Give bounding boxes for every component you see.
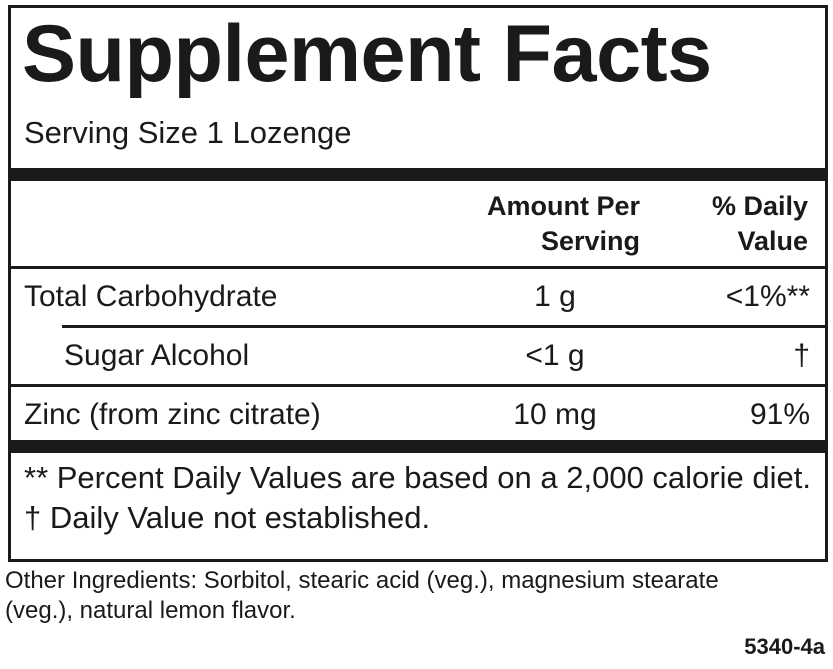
nutrient-name: Total Carbohydrate — [24, 280, 278, 313]
rule — [8, 266, 828, 269]
other-ingredients: Other Ingredients: Sorbitol, stearic aci… — [5, 567, 719, 624]
column-header: % Daily Value — [711, 191, 808, 256]
nutrient-name: Zinc (from zinc citrate) — [24, 398, 321, 431]
serving-size: Serving Size 1 Lozenge — [24, 115, 352, 150]
amount: <1 g — [525, 339, 585, 372]
facts-box — [8, 5, 828, 562]
amount: 1 g — [534, 280, 576, 313]
rule — [62, 325, 828, 328]
footnote: ** Percent Daily Values are based on a 2… — [24, 460, 811, 535]
column-header: Amount Per Serving — [486, 191, 640, 256]
daily-value: † — [793, 339, 810, 372]
daily-value: 91% — [749, 398, 810, 431]
daily-value: <1%** — [725, 280, 810, 313]
thick-rule — [8, 440, 828, 453]
nutrient-name: Sugar Alcohol — [64, 339, 250, 372]
thick-rule — [8, 168, 828, 181]
title: Supplement Facts — [22, 9, 712, 99]
rule — [8, 384, 828, 387]
amount: 10 mg — [513, 398, 597, 431]
product-code: 5340-4a — [744, 634, 825, 659]
